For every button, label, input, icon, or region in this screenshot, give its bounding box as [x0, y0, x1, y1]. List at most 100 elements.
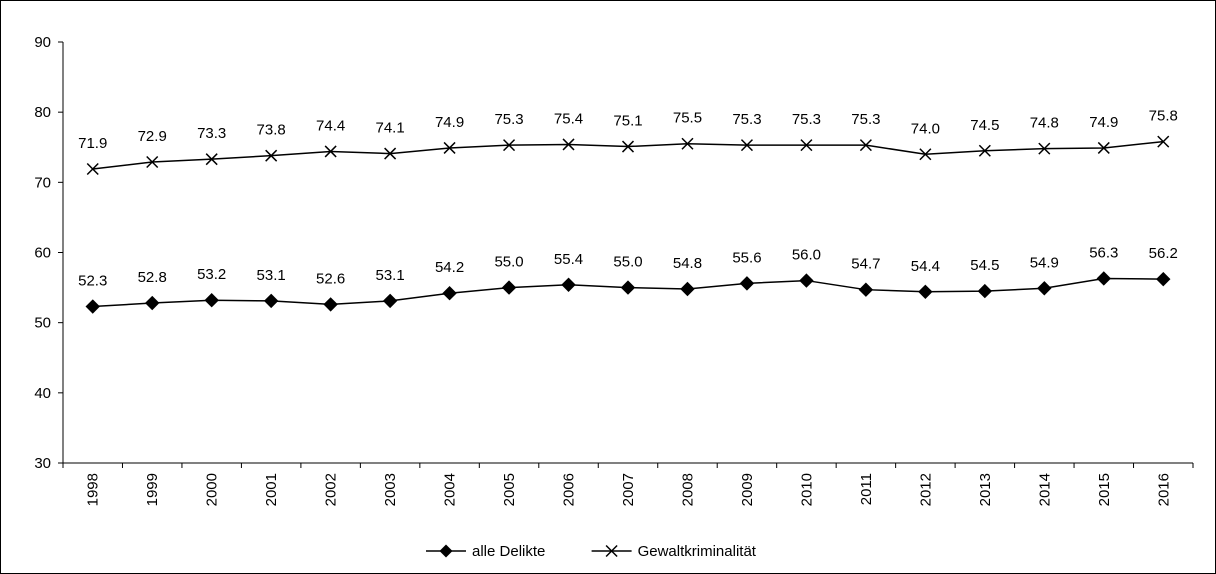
data-label: 54.8: [673, 255, 702, 272]
x-tick-label: 2013: [977, 473, 994, 506]
data-point-x: [1097, 141, 1110, 154]
y-tick-label: 70: [34, 174, 51, 191]
data-point-x: [681, 137, 694, 150]
data-point-diamond: [382, 293, 398, 309]
data-point-diamond: [680, 281, 695, 297]
data-point-diamond: [977, 283, 993, 299]
data-label: 75.5: [673, 110, 702, 127]
data-label: 75.4: [554, 110, 583, 127]
data-point-x: [978, 144, 991, 157]
data-label: 54.4: [911, 258, 940, 275]
data-point-x: [919, 148, 932, 161]
x-tick-label: 2008: [679, 473, 696, 506]
data-point-diamond: [1096, 271, 1111, 286]
data-label: 55.4: [554, 251, 583, 268]
data-point-diamond: [145, 295, 160, 311]
legend-label: Gewaltkriminalität: [638, 543, 757, 560]
data-point-x: [503, 139, 516, 152]
data-label: 74.1: [376, 120, 405, 137]
data-label: 74.4: [316, 117, 345, 134]
data-label: 75.3: [792, 111, 821, 128]
x-tick-label: 2009: [739, 473, 756, 506]
data-point-x: [86, 162, 99, 176]
legend-item-1: alle Delikte: [426, 543, 545, 560]
data-label: 55.0: [613, 254, 642, 271]
data-label: 75.3: [494, 111, 523, 128]
x-tick-label: 2016: [1155, 473, 1172, 506]
data-point-diamond: [204, 293, 219, 308]
y-tick-label: 60: [34, 245, 51, 262]
data-point-x: [859, 139, 872, 152]
data-label: 72.9: [138, 128, 167, 145]
data-point-diamond: [442, 285, 457, 301]
x-tick-label: 2003: [382, 473, 399, 506]
x-tick-label: 2011: [858, 473, 875, 505]
legend-item-2: Gewaltkriminalität: [591, 543, 757, 560]
data-label: 75.3: [851, 111, 880, 128]
data-label: 74.5: [970, 117, 999, 134]
data-point-x: [740, 139, 753, 152]
x-tick-label: 2010: [798, 473, 815, 506]
data-label: 53.2: [197, 266, 226, 283]
data-point-diamond: [501, 280, 517, 295]
data-label: 56.3: [1089, 244, 1118, 261]
data-point-diamond: [85, 299, 100, 314]
data-label: 54.2: [435, 259, 464, 276]
data-label: 52.3: [78, 273, 107, 290]
data-label: 53.1: [376, 267, 405, 284]
y-tick-label: 40: [34, 385, 51, 402]
data-point-diamond: [561, 277, 576, 292]
x-tick-label: 2007: [620, 473, 637, 506]
y-tick-label: 30: [34, 455, 51, 472]
data-point-x: [205, 153, 218, 166]
data-label: 75.8: [1149, 108, 1178, 125]
data-label: 73.8: [257, 122, 286, 139]
x-tick-label: 2000: [204, 473, 221, 506]
data-label: 54.9: [1030, 254, 1059, 271]
data-point-x: [324, 145, 337, 158]
data-label: 74.8: [1030, 115, 1059, 132]
data-label: 75.3: [732, 111, 761, 128]
data-point-diamond: [323, 297, 338, 312]
y-tick-label: 50: [34, 315, 51, 332]
data-label: 74.0: [911, 120, 940, 137]
data-point-x: [146, 155, 159, 169]
data-point-diamond: [858, 282, 874, 297]
legend-diamond-icon: [439, 544, 453, 558]
x-tick-label: 2014: [1036, 473, 1053, 506]
data-label: 52.8: [138, 269, 167, 286]
data-label: 75.1: [613, 113, 642, 130]
x-tick-label: 1998: [85, 473, 102, 506]
data-label: 52.6: [316, 270, 345, 287]
legend-x-icon: [605, 544, 618, 558]
legend-label: alle Delikte: [472, 543, 545, 560]
data-point-x: [265, 149, 278, 162]
data-point-x: [800, 139, 813, 152]
data-point-diamond: [1037, 281, 1052, 296]
x-tick-label: 2001: [263, 473, 280, 506]
data-point-x: [562, 138, 575, 151]
x-tick-label: 1999: [144, 473, 161, 506]
data-label: 56.0: [792, 247, 821, 264]
x-tick-label: 2006: [561, 473, 578, 506]
data-label: 55.6: [732, 249, 761, 266]
data-point-x: [1157, 135, 1170, 148]
x-tick-label: 2012: [917, 473, 934, 506]
data-point-x: [443, 141, 456, 154]
data-point-diamond: [918, 284, 933, 300]
data-label: 53.1: [257, 267, 286, 284]
data-point-x: [1038, 142, 1051, 155]
data-label: 54.5: [970, 257, 999, 274]
data-label: 73.3: [197, 125, 226, 142]
data-label: 54.7: [851, 256, 880, 273]
y-tick-label: 90: [34, 34, 51, 51]
x-tick-label: 2015: [1096, 473, 1113, 506]
data-point-x: [621, 140, 635, 153]
data-label: 71.9: [78, 135, 107, 152]
data-point-diamond: [739, 276, 755, 291]
data-label: 74.9: [435, 114, 464, 131]
data-point-diamond: [263, 293, 279, 309]
data-point-diamond: [799, 273, 814, 288]
